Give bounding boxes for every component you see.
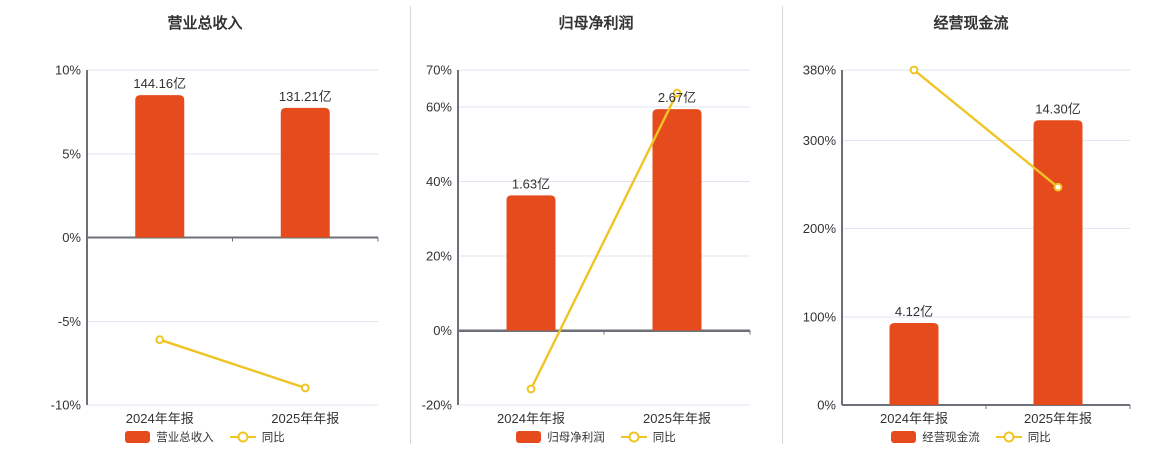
x-axis-category-label: 2024年年报 <box>880 411 948 426</box>
y-axis-tick-label: 200% <box>803 221 837 236</box>
yoy-marker[interactable] <box>300 383 310 393</box>
x-axis-category-label: 2025年年报 <box>1024 411 1092 426</box>
bar[interactable] <box>889 322 939 405</box>
yoy-line[interactable] <box>912 68 1060 189</box>
legend-bar-label: 归母净利润 <box>547 432 605 444</box>
legend-line-item[interactable]: 同比 <box>995 429 1051 445</box>
bar-series-swatch <box>891 431 917 443</box>
y-axis-tick-label: 0% <box>817 398 836 413</box>
legend-bar-item[interactable]: 经营现金流 <box>891 429 980 445</box>
legend-line-label: 同比 <box>1027 432 1051 444</box>
y-axis-tick-label: 300% <box>803 133 837 148</box>
line-series-swatch-icon <box>620 431 647 443</box>
y-axis-tick-label: -5% <box>58 314 82 329</box>
legend-bar-label: 营业总收入 <box>156 432 214 444</box>
yoy-marker[interactable] <box>526 384 536 394</box>
bar[interactable] <box>280 107 330 238</box>
bar-series-swatch <box>516 431 542 443</box>
bar-value-label: 14.30亿 <box>1035 101 1081 116</box>
y-axis-tick-label: 5% <box>62 146 81 161</box>
y-axis-tick-label: -20% <box>422 398 453 413</box>
yoy-marker[interactable] <box>155 335 165 345</box>
y-axis-tick-label: 100% <box>803 309 837 324</box>
bar-value-label: 4.12亿 <box>895 304 933 319</box>
yoy-marker[interactable] <box>909 65 919 75</box>
y-axis-tick-label: 40% <box>426 174 452 189</box>
bar-value-label: 131.21亿 <box>279 89 332 104</box>
y-axis-tick-label: 60% <box>426 100 452 115</box>
bar-value-label: 2.67亿 <box>658 90 696 105</box>
legend-bar-item[interactable]: 归母净利润 <box>516 429 605 445</box>
y-axis-tick-label: 20% <box>426 249 452 264</box>
panel-revenue: 营业总收入 10% 5% 0% -5% -10% 144.16亿 131.21亿 2024年年… <box>0 0 410 450</box>
legend-line-label: 同比 <box>652 432 676 444</box>
bar[interactable] <box>135 95 185 238</box>
bar[interactable] <box>652 109 702 331</box>
panel-operating-cashflow: 经营现金流 380% 300% 200% 100% 0% 4.12亿 14.30亿 2024年… <box>782 0 1160 450</box>
line-series-swatch-icon <box>229 431 256 443</box>
legend-line-item[interactable]: 同比 <box>620 429 676 445</box>
x-axis-category-label: 2025年年报 <box>643 411 711 426</box>
net-profit-chart-title: 归母净利润 <box>558 15 634 32</box>
panel-divider <box>782 6 783 444</box>
revenue-legend: 营业总收入 同比 <box>0 429 410 445</box>
net-profit-legend: 归母净利润 同比 <box>410 429 782 445</box>
bar[interactable] <box>1033 120 1083 405</box>
revenue-chart-title: 营业总收入 <box>167 15 243 32</box>
y-axis-tick-label: 70% <box>426 63 452 78</box>
line-series-swatch-icon <box>995 431 1022 443</box>
bar-value-label: 144.16亿 <box>133 76 186 91</box>
panel-divider <box>410 6 411 444</box>
x-axis-category-label: 2024年年报 <box>497 411 565 426</box>
y-axis-tick-label: 10% <box>55 63 81 78</box>
legend-bar-label: 经营现金流 <box>922 432 980 444</box>
y-axis-tick-label: 0% <box>433 323 452 338</box>
bar[interactable] <box>506 195 556 331</box>
cashflow-legend: 经营现金流 同比 <box>782 429 1160 445</box>
yoy-marker[interactable] <box>672 88 682 98</box>
yoy-line[interactable] <box>529 91 679 391</box>
x-axis-category-label: 2025年年报 <box>271 411 339 426</box>
panel-net-profit: 归母净利润 70% 60% 40% 20% 0% -20% 1.63亿 2.67亿 2024年年… <box>410 0 782 450</box>
legend-line-label: 同比 <box>261 432 285 444</box>
legend-line-item[interactable]: 同比 <box>229 429 285 445</box>
y-axis-tick-label: 0% <box>62 230 81 245</box>
operating-cashflow-chart: 380% 300% 200% 100% 0% 4.12亿 14.30亿 2024年年报 2025… <box>803 63 1131 426</box>
bar-value-label: 1.63亿 <box>512 176 550 191</box>
legend-bar-item[interactable]: 营业总收入 <box>125 429 214 445</box>
x-axis-category-label: 2024年年报 <box>126 411 194 426</box>
net-profit-chart: 70% 60% 40% 20% 0% -20% 1.63亿 2.67亿 2024年年报 2025年… <box>422 63 751 426</box>
y-axis-tick-label: -10% <box>51 398 82 413</box>
yoy-line[interactable] <box>158 338 307 390</box>
yoy-marker[interactable] <box>1053 182 1063 192</box>
revenue-chart: 10% 5% 0% -5% -10% 144.16亿 131.21亿 2024年年报 2025年… <box>51 63 379 426</box>
y-axis-tick-label: 380% <box>803 63 837 78</box>
cashflow-chart-title: 经营现金流 <box>933 15 1009 32</box>
bar-series-swatch <box>125 431 151 443</box>
